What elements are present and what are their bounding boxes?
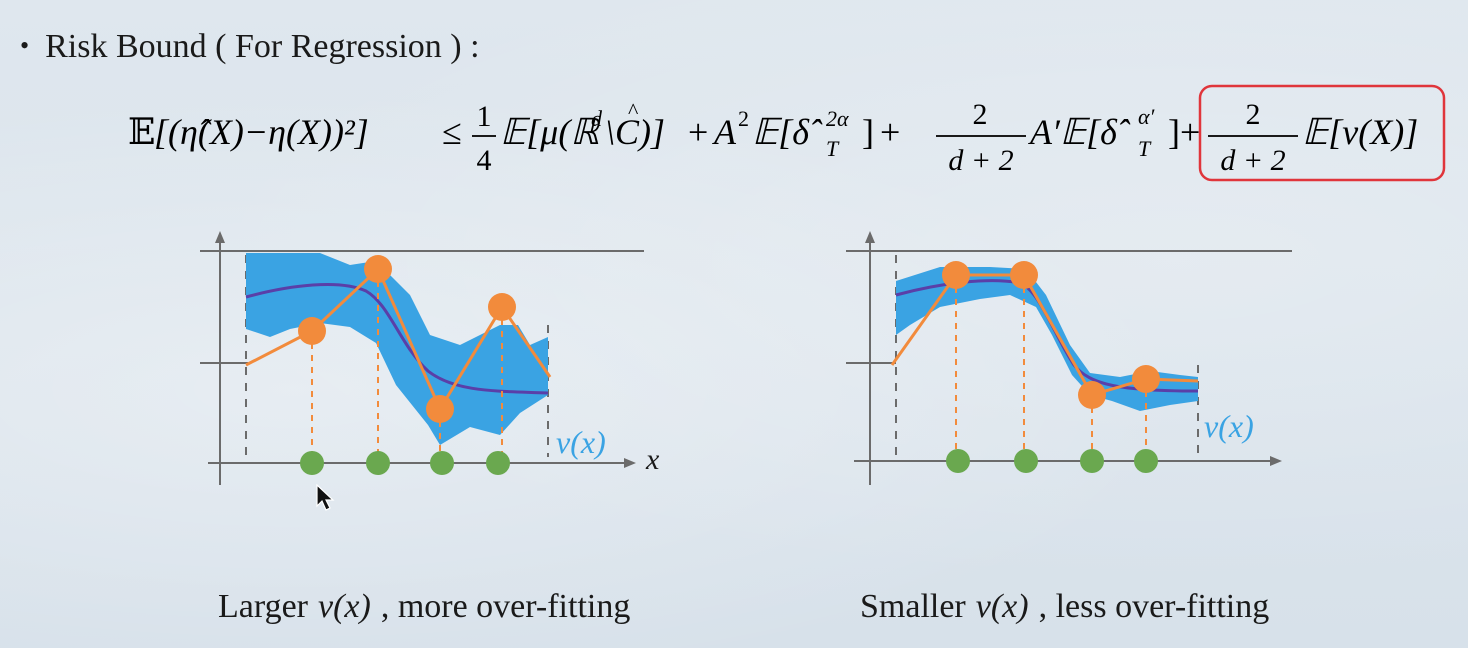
left-plot: v(x) x <box>200 225 680 515</box>
bullet-dot: • <box>20 31 30 60</box>
right-green-point <box>1014 449 1038 473</box>
equation-svg: 𝔼 [(η̂(X)−η(X))²] ≤ 1 4 𝔼[μ(ℝ d \C)] ^ +… <box>128 84 1446 182</box>
left-green-point <box>486 451 510 475</box>
right-vx-label: v(x) <box>1204 408 1254 444</box>
eq-term2-sup2: 2α <box>826 106 849 131</box>
eq-term3-close: ] <box>1168 112 1180 152</box>
right-x-arrow <box>1270 456 1282 466</box>
eq-leq: ≤ <box>442 112 462 152</box>
left-green-point <box>366 451 390 475</box>
eq-frac1-den: 4 <box>477 144 492 177</box>
eq-lhs-E: 𝔼 <box>128 112 155 152</box>
eq-frac1-num: 1 <box>477 100 492 133</box>
eq-term1-sup: d <box>591 106 603 131</box>
left-y-arrow <box>215 231 225 243</box>
left-green-point <box>300 451 324 475</box>
mouse-cursor-icon <box>316 483 336 517</box>
left-caption: Larger v(x) , more over-fitting <box>218 588 630 626</box>
right-orange-point <box>942 261 970 289</box>
right-orange-point <box>1078 381 1106 409</box>
risk-bound-equation: 𝔼 [(η̂(X)−η(X))²] ≤ 1 4 𝔼[μ(ℝ d \C)] ^ +… <box>128 84 1448 190</box>
left-orange-point <box>426 395 454 423</box>
eq-plus1: + <box>688 112 708 152</box>
left-orange-point <box>488 293 516 321</box>
right-orange-point <box>1132 365 1160 393</box>
right-plot: v(x) <box>840 225 1300 515</box>
left-uncertainty-band <box>246 253 548 445</box>
eq-frac2-den: d + 2 <box>948 144 1013 177</box>
left-caption-vx: v(x) <box>317 588 371 625</box>
bullet-title: Risk Bound ( For Regression ) : <box>45 28 480 65</box>
left-x-label: x <box>645 443 660 476</box>
right-green-point <box>946 449 970 473</box>
left-orange-point <box>364 255 392 283</box>
left-mean-curve <box>245 283 549 395</box>
eq-term1-hat: ^ <box>628 98 639 123</box>
left-orange-point <box>298 317 326 345</box>
right-green-point <box>1080 449 1104 473</box>
left-caption-prefix: Larger <box>218 588 308 625</box>
eq-term4: 𝔼[v(X)] <box>1302 112 1418 152</box>
right-caption: Smaller v(x) , less over-fitting <box>860 588 1269 626</box>
eq-frac2-num: 2 <box>973 98 988 131</box>
left-caption-suffix: , more over-fitting <box>380 588 631 625</box>
bullet-heading: • Risk Bound ( For Regression ) : <box>20 28 480 66</box>
eq-frac3-den: d + 2 <box>1220 144 1285 177</box>
right-caption-prefix: Smaller <box>860 588 966 625</box>
right-caption-suffix: , less over-fitting <box>1038 588 1270 625</box>
left-green-point <box>430 451 454 475</box>
eq-term1-rest: \C)] <box>605 112 665 152</box>
left-x-arrow <box>624 458 636 468</box>
eq-term3-sub: T <box>1138 136 1152 161</box>
eq-term2-close: ] <box>862 112 874 152</box>
right-green-point <box>1134 449 1158 473</box>
eq-term2-A: A <box>712 112 737 152</box>
right-uncertainty-band <box>896 267 1198 411</box>
eq-term2-sup: 2 <box>738 106 749 131</box>
right-y-arrow <box>865 231 875 243</box>
left-plot-svg: v(x) x <box>200 231 660 485</box>
eq-highlight-box <box>1198 84 1446 182</box>
right-orange-point <box>1010 261 1038 289</box>
eq-term2-E: 𝔼[δ̂ <box>752 112 823 152</box>
eq-term3-A: A′𝔼[δ̂ <box>1028 112 1131 152</box>
eq-term1: 𝔼[μ(ℝ <box>500 112 600 152</box>
right-caption-vx: v(x) <box>975 588 1029 625</box>
cursor-arrow-svg <box>316 483 335 511</box>
left-vx-label: v(x) <box>556 424 606 460</box>
eq-term3-sup: α′ <box>1138 104 1156 129</box>
eq-plus3: + <box>1180 112 1200 152</box>
eq-lhs-body: [(η̂(X)−η(X))²] <box>154 112 369 152</box>
eq-term2-sub: T <box>826 136 840 161</box>
eq-frac3-num: 2 <box>1246 98 1261 131</box>
eq-plus2: + <box>880 112 900 152</box>
right-plot-svg: v(x) <box>846 231 1292 485</box>
